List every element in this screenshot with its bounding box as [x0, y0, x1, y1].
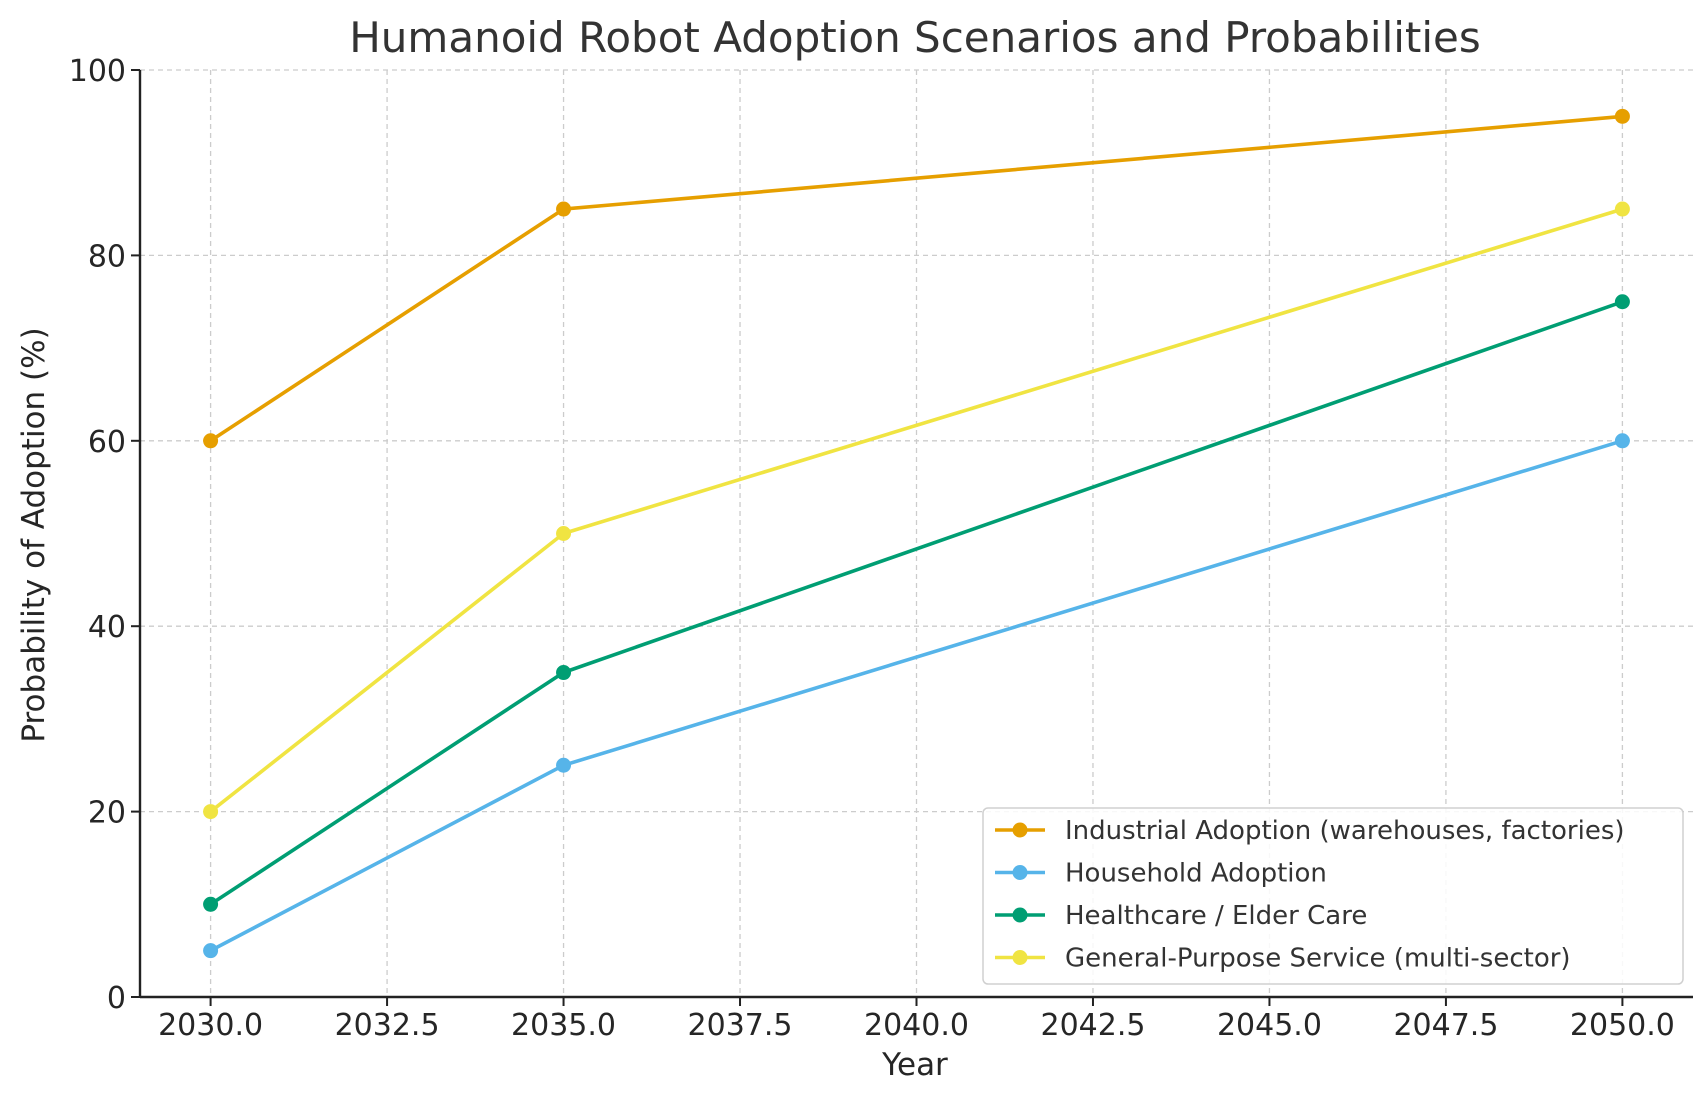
- legend-marker: [1012, 907, 1028, 923]
- y-tick-label: 0: [107, 981, 126, 1016]
- series-2: [203, 433, 1630, 959]
- y-tick-label: 80: [88, 239, 126, 274]
- x-tick-label: 2047.5: [1393, 1008, 1498, 1043]
- y-tick-label: 60: [88, 425, 126, 460]
- series-4: [203, 201, 1630, 820]
- legend-marker: [1012, 865, 1028, 880]
- data-point: [203, 433, 219, 449]
- x-tick-label: 2035.0: [511, 1008, 616, 1043]
- x-tick-label: 2042.5: [1040, 1008, 1145, 1043]
- x-axis-label: Year: [881, 1047, 948, 1083]
- x-tick-label: 2037.5: [688, 1008, 793, 1043]
- axes: 2030.0 2032.5 2035.0 2037.5 2040.0 2042.5 2045…: [69, 54, 1693, 1043]
- series-layer: [203, 108, 1630, 959]
- y-tick-label: 20: [88, 796, 126, 831]
- data-point: [1614, 433, 1630, 449]
- legend-item: Household Adoption: [995, 859, 1327, 889]
- y-tick-label: 100: [69, 54, 126, 89]
- legend-marker: [1012, 950, 1028, 965]
- grid: [140, 69, 1693, 997]
- data-point: [1614, 294, 1630, 310]
- data-point: [203, 804, 219, 820]
- data-point: [1614, 108, 1630, 124]
- x-tick-label: 2045.0: [1217, 1008, 1322, 1043]
- series-1: [203, 108, 1630, 449]
- data-point: [556, 757, 572, 773]
- data-point: [556, 526, 572, 541]
- data-point: [203, 896, 219, 912]
- legend-label: Industrial Adoption (warehouses, factori…: [1065, 816, 1625, 846]
- legend-label: Healthcare / Elder Care: [1065, 901, 1367, 931]
- legend: Industrial Adoption (warehouses, factori…: [982, 807, 1684, 985]
- series-3: [203, 294, 1630, 912]
- legend-item: Industrial Adoption (warehouses, factori…: [995, 816, 1625, 846]
- data-point: [556, 201, 572, 217]
- data-point: [203, 943, 219, 959]
- x-tick-label: 2032.5: [335, 1008, 440, 1043]
- legend-item: Healthcare / Elder Care: [995, 901, 1367, 931]
- legend-label: Household Adoption: [1065, 859, 1327, 889]
- chart-title: Humanoid Robot Adoption Scenarios and Pr…: [349, 13, 1481, 62]
- y-axis-label: Probability of Adoption (%): [16, 327, 52, 742]
- legend-marker: [1012, 822, 1028, 838]
- legend-label: General-Purpose Service (multi-sector): [1065, 944, 1571, 974]
- legend-item: General-Purpose Service (multi-sector): [995, 944, 1571, 974]
- y-tick-label: 40: [88, 610, 126, 645]
- x-tick-label: 2040.0: [864, 1008, 969, 1043]
- x-tick-label: 2030.0: [158, 1008, 263, 1043]
- legend-box: [982, 807, 1684, 985]
- x-tick-label: 2050.0: [1570, 1008, 1675, 1043]
- data-point: [556, 665, 572, 681]
- data-point: [1614, 201, 1630, 217]
